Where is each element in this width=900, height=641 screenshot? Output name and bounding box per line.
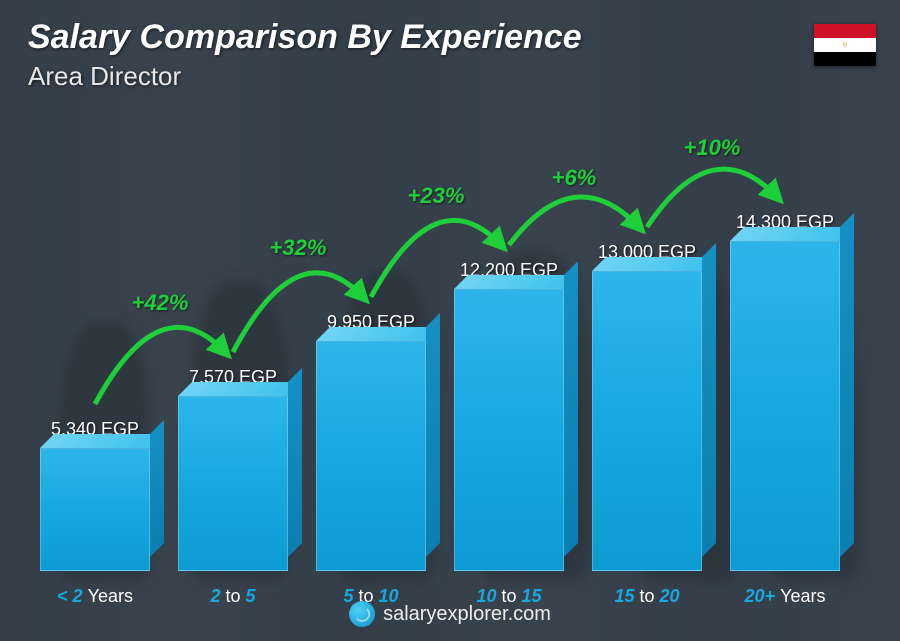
bar-group: 5,340 EGP < 2 Years (40, 419, 150, 571)
category-label: 20+ Years (745, 586, 826, 607)
category-label: < 2 Years (57, 586, 133, 607)
bar-top-face (730, 227, 854, 241)
bar-side-face (840, 213, 854, 557)
egypt-flag-icon: ♅ (814, 24, 876, 66)
footer: salaryexplorer.com (349, 601, 551, 627)
bar (316, 341, 426, 571)
bar-group: 14,300 EGP 20+ Years (730, 212, 840, 571)
bar-chart: 5,340 EGP < 2 Years 7,570 EGP 2 to 5 9,9… (40, 131, 840, 571)
bar-top-face (40, 434, 164, 448)
bar-front-face (178, 396, 288, 571)
footer-text: salaryexplorer.com (383, 603, 551, 626)
bar-side-face (288, 368, 302, 557)
bar-side-face (426, 313, 440, 557)
bar-top-face (454, 275, 578, 289)
chart-title: Salary Comparison By Experience (28, 18, 582, 57)
bar-front-face (316, 341, 426, 571)
bar-group: 13,000 EGP 15 to 20 (592, 242, 702, 571)
bar (730, 241, 840, 571)
chart-subtitle: Area Director (28, 61, 582, 92)
category-label: 15 to 20 (614, 586, 679, 607)
header: Salary Comparison By Experience Area Dir… (28, 18, 582, 92)
salaryexplorer-logo-icon (349, 601, 375, 627)
bar (454, 289, 564, 571)
bar-top-face (316, 327, 440, 341)
bar-side-face (564, 261, 578, 557)
bar-group: 9,950 EGP 5 to 10 (316, 312, 426, 571)
flag-stripe-black (814, 52, 876, 66)
bar-side-face (702, 243, 716, 557)
bar-front-face (40, 448, 150, 571)
bar-front-face (730, 241, 840, 571)
flag-stripe-red (814, 24, 876, 38)
bar-group: 7,570 EGP 2 to 5 (178, 367, 288, 571)
bar-side-face (150, 420, 164, 557)
category-label: 2 to 5 (210, 586, 255, 607)
bar (40, 448, 150, 571)
bar (178, 396, 288, 571)
flag-eagle-icon: ♅ (841, 40, 849, 51)
bar (592, 271, 702, 571)
bar-front-face (454, 289, 564, 571)
bar-top-face (178, 382, 302, 396)
bar-top-face (592, 257, 716, 271)
bar-group: 12,200 EGP 10 to 15 (454, 260, 564, 571)
bar-front-face (592, 271, 702, 571)
